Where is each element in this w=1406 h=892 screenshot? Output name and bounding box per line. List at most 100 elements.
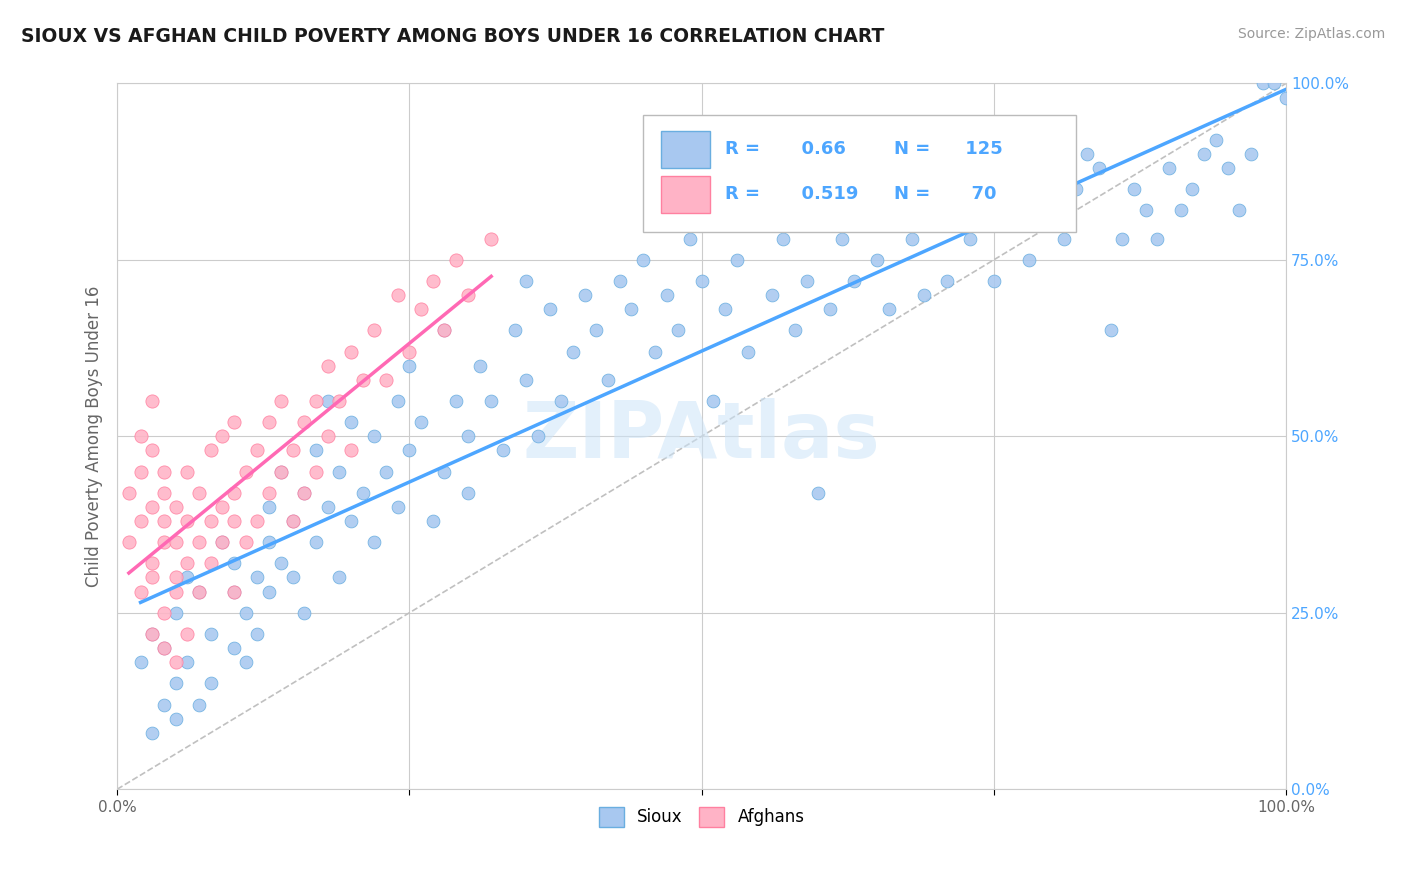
Point: [340, 344, 363, 359]
Point: [129, 584, 152, 599]
Point: [1064, 182, 1087, 196]
Point: [235, 465, 257, 479]
Point: [281, 514, 304, 528]
Point: [1053, 232, 1076, 246]
Point: [1076, 147, 1098, 161]
Point: [118, 485, 141, 500]
Point: [257, 485, 280, 500]
Point: [246, 443, 269, 458]
Point: [479, 394, 502, 409]
Point: [959, 232, 981, 246]
Point: [222, 584, 245, 599]
Point: [153, 641, 176, 656]
Point: [129, 429, 152, 443]
Point: [725, 252, 748, 267]
Point: [176, 627, 198, 641]
Text: 70: 70: [959, 186, 997, 203]
Text: N =: N =: [894, 186, 931, 203]
Point: [409, 302, 432, 317]
Point: [222, 557, 245, 571]
Point: [948, 218, 970, 232]
Point: [422, 274, 444, 288]
Point: [340, 443, 363, 458]
Point: [316, 429, 339, 443]
Point: [363, 429, 385, 443]
Point: [761, 288, 783, 302]
Point: [141, 557, 163, 571]
Point: [457, 429, 479, 443]
Point: [211, 429, 233, 443]
Point: [783, 323, 806, 337]
Point: [141, 570, 163, 584]
Legend: Sioux, Afghans: Sioux, Afghans: [592, 800, 811, 834]
Point: [807, 485, 830, 500]
Point: [176, 570, 198, 584]
Point: [316, 500, 339, 514]
Point: [796, 274, 818, 288]
Point: [818, 302, 841, 317]
Point: [702, 394, 724, 409]
Point: [270, 394, 292, 409]
Point: [1005, 218, 1028, 232]
Point: [457, 288, 479, 302]
Point: [165, 535, 187, 549]
Point: [165, 676, 187, 690]
Point: [444, 252, 467, 267]
Point: [316, 359, 339, 373]
Point: [842, 274, 865, 288]
Point: [246, 570, 269, 584]
Point: [398, 359, 420, 373]
Point: [433, 323, 456, 337]
FancyBboxPatch shape: [661, 176, 710, 212]
Point: [153, 535, 176, 549]
Point: [270, 465, 292, 479]
Point: [235, 535, 257, 549]
Point: [340, 514, 363, 528]
Text: Source: ZipAtlas.com: Source: ZipAtlas.com: [1237, 27, 1385, 41]
Text: 0.66: 0.66: [789, 140, 846, 158]
Point: [1029, 161, 1052, 175]
Point: [257, 584, 280, 599]
Text: N =: N =: [894, 140, 931, 158]
Point: [831, 232, 853, 246]
Point: [1099, 323, 1122, 337]
Point: [292, 485, 315, 500]
Point: [889, 203, 911, 218]
Point: [479, 232, 502, 246]
Point: [200, 514, 222, 528]
Point: [141, 627, 163, 641]
Point: [257, 535, 280, 549]
Point: [153, 698, 176, 712]
Text: 125: 125: [959, 140, 1002, 158]
Text: 0.519: 0.519: [789, 186, 859, 203]
Point: [1227, 203, 1250, 218]
Point: [853, 218, 876, 232]
Point: [1170, 203, 1192, 218]
Point: [1263, 77, 1285, 91]
Point: [222, 584, 245, 599]
Point: [305, 443, 328, 458]
Point: [1251, 77, 1274, 91]
Point: [153, 485, 176, 500]
Point: [165, 500, 187, 514]
Point: [772, 232, 794, 246]
Point: [515, 373, 537, 387]
Point: [1240, 147, 1263, 161]
Point: [246, 627, 269, 641]
Point: [515, 274, 537, 288]
Point: [387, 500, 409, 514]
Point: [176, 655, 198, 669]
Point: [200, 443, 222, 458]
Point: [398, 344, 420, 359]
Point: [644, 344, 666, 359]
Point: [188, 584, 211, 599]
Point: [328, 465, 350, 479]
Point: [200, 557, 222, 571]
Point: [1018, 252, 1040, 267]
Point: [176, 514, 198, 528]
Text: R =: R =: [725, 186, 761, 203]
Point: [737, 344, 759, 359]
Point: [912, 288, 935, 302]
Point: [141, 443, 163, 458]
Point: [1135, 203, 1157, 218]
